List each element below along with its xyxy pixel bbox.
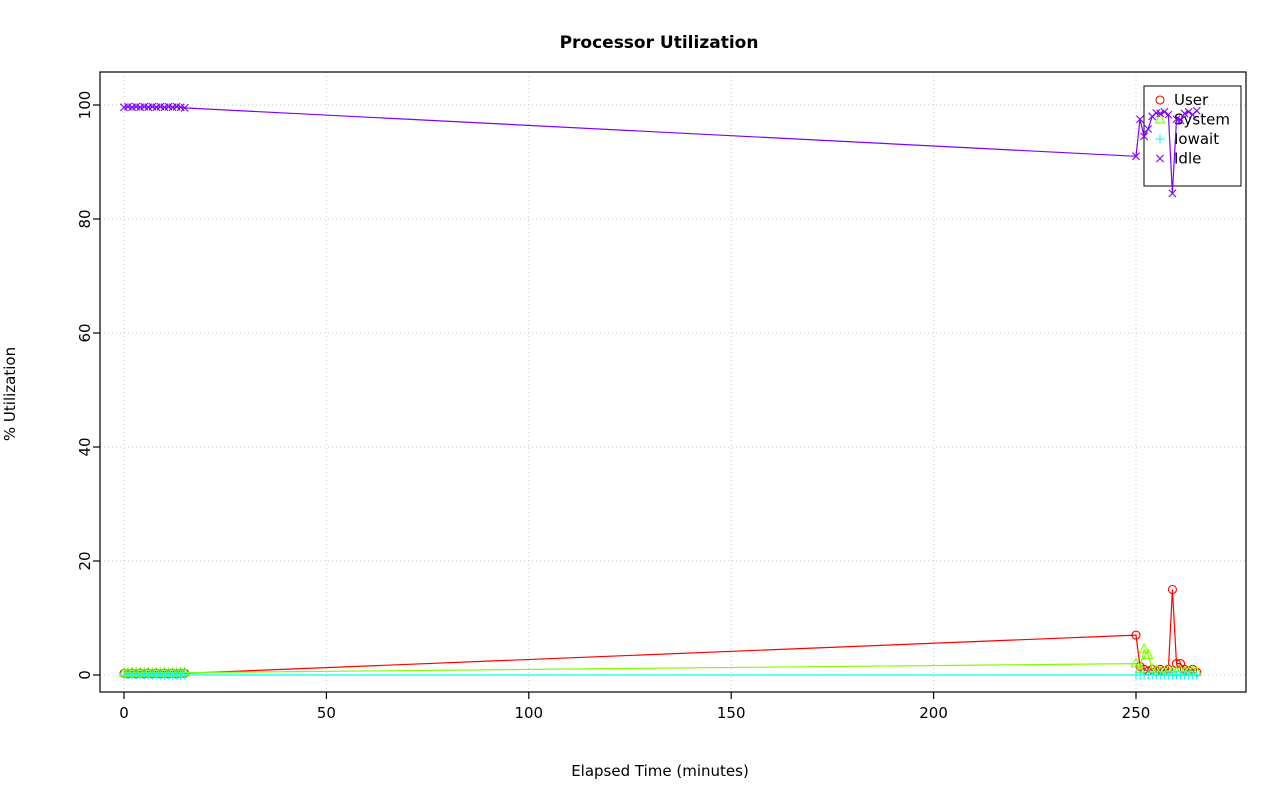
- legend-label-user: User: [1174, 91, 1209, 109]
- plot-border: [99, 71, 1247, 693]
- marker-cross: [1144, 124, 1153, 133]
- series-line-idle: [123, 106, 1198, 194]
- series-system: [118, 642, 1203, 678]
- marker-cross: [1164, 110, 1173, 119]
- marker-triangle: [1154, 113, 1166, 124]
- marker-triangle: [1130, 657, 1142, 668]
- x-tick-label: 250: [1122, 704, 1151, 722]
- marker-cross: [1156, 109, 1165, 118]
- marker-plus: [1192, 670, 1202, 680]
- y-axis-label: % Utilization: [1, 347, 19, 441]
- x-tick-label: 0: [119, 704, 129, 722]
- y-tick-label: 100: [76, 91, 94, 120]
- marker-circle: [1131, 630, 1141, 640]
- marker-cross: [1156, 154, 1164, 163]
- y-tick-label: 80: [76, 209, 94, 228]
- marker-plus: [180, 670, 190, 680]
- x-tick-label: 50: [317, 704, 336, 722]
- marker-cross: [1184, 107, 1193, 116]
- series-line-user: [123, 589, 1198, 675]
- marker-circle: [1167, 584, 1177, 595]
- marker-plus: [1155, 134, 1165, 144]
- x-tick-label: 150: [717, 704, 746, 722]
- chart-title: Processor Utilization: [560, 33, 759, 53]
- legend-label-idle: Idle: [1174, 150, 1201, 168]
- marker-cross: [180, 103, 189, 112]
- marker-circle: [1155, 95, 1165, 105]
- plot-area: 0 50 100 150 200 250 0 20 40 60 80 100 User SystemIow…: [76, 71, 1247, 722]
- legend-label-system: System: [1174, 111, 1230, 129]
- marker-cross: [1192, 106, 1201, 115]
- marker-cross: [1140, 132, 1149, 141]
- marker-triangle: [1138, 642, 1150, 654]
- legend-label-iowait: Iowait: [1174, 130, 1219, 148]
- x-axis-label: Elapsed Time (minutes): [571, 762, 749, 780]
- marker-cross: [1176, 116, 1185, 125]
- series-iowait: [119, 670, 1202, 680]
- marker-cross: [1136, 115, 1145, 124]
- marker-triangle: [1142, 648, 1154, 659]
- y-tick-label: 40: [76, 437, 94, 456]
- marker-cross: [1132, 152, 1140, 161]
- marker-cross: [1168, 189, 1177, 198]
- y-tick-label: 0: [76, 670, 94, 680]
- marker-cross: [1160, 107, 1169, 116]
- x-tick-label: 100: [514, 704, 543, 722]
- y-tick-label: 60: [76, 323, 94, 342]
- y-tick-label: 20: [76, 551, 94, 570]
- x-tick-label: 200: [919, 704, 948, 722]
- marker-cross: [1180, 109, 1189, 118]
- series-idle: [120, 102, 1201, 198]
